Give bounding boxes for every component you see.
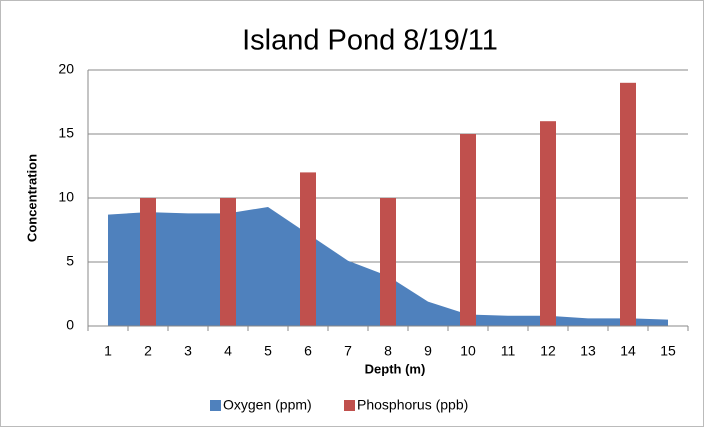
y-tick-label: 5 [66,253,74,269]
x-tick-label: 11 [501,343,516,359]
bar [140,198,156,326]
bar [620,82,636,326]
x-tick-label: 14 [620,343,636,359]
y-tick-label: 10 [58,189,74,205]
y-tick-label: 20 [58,61,74,77]
bar [380,198,396,326]
chart-title: Island Pond 8/19/11 [242,25,498,57]
bar [540,121,556,326]
x-tick-label: 2 [144,343,152,359]
legend-swatch [210,400,221,411]
x-tick-label: 9 [424,343,432,359]
x-tick-label: 3 [184,343,192,359]
x-tick-label: 13 [580,343,596,359]
x-tick-label: 15 [660,343,676,359]
bar [220,198,236,326]
x-tick-label: 7 [344,343,352,359]
bar [300,172,316,326]
x-axis-label: Depth (m) [365,361,426,376]
x-tick-label: 1 [104,343,112,359]
x-tick-label: 10 [460,343,476,359]
legend-label: Oxygen (ppm) [223,397,312,413]
x-tick-label: 12 [540,343,556,359]
legend-swatch [344,400,355,411]
x-tick-label: 8 [384,343,392,359]
y-axis-label: Concentration [24,154,39,242]
x-tick-label: 4 [224,343,232,359]
area [108,206,668,326]
x-tick-label: 5 [264,343,272,359]
y-tick-label: 0 [66,317,74,333]
y-tick-label: 15 [58,125,74,141]
legend-label: Phosphorus (ppb) [357,397,468,413]
bar [460,134,476,326]
x-tick-label: 6 [304,343,312,359]
